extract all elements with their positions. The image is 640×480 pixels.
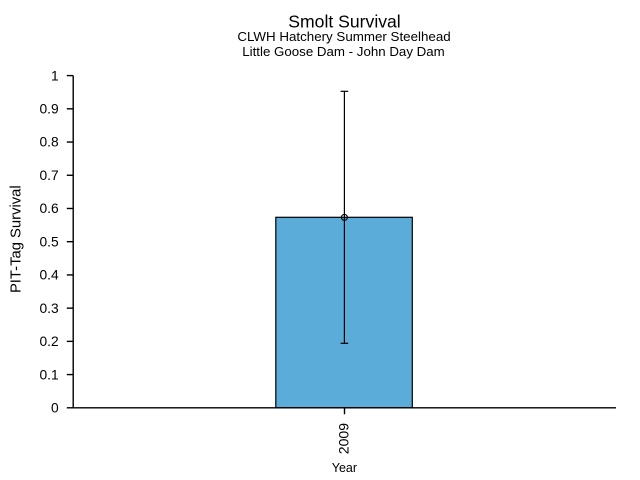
- svg-text:0.9: 0.9: [40, 102, 60, 117]
- svg-text:2009: 2009: [336, 423, 352, 454]
- svg-text:0: 0: [51, 401, 59, 416]
- svg-text:1: 1: [51, 68, 59, 83]
- svg-text:Little Goose Dam - John Day Da: Little Goose Dam - John Day Dam: [242, 44, 445, 59]
- svg-text:0.5: 0.5: [40, 234, 60, 249]
- svg-text:0.6: 0.6: [40, 201, 60, 216]
- svg-text:PIT-Tag Survival: PIT-Tag Survival: [8, 185, 24, 293]
- svg-text:Year: Year: [332, 461, 357, 475]
- svg-text:0.2: 0.2: [40, 334, 59, 349]
- svg-text:0.7: 0.7: [40, 168, 59, 183]
- svg-text:0.4: 0.4: [40, 268, 60, 283]
- svg-text:Smolt Survival: Smolt Survival: [288, 12, 400, 32]
- svg-text:CLWH Hatchery Summer Steelhead: CLWH Hatchery Summer Steelhead: [237, 29, 450, 44]
- svg-text:0.8: 0.8: [40, 135, 60, 150]
- svg-text:0.3: 0.3: [40, 301, 60, 316]
- svg-text:0.1: 0.1: [40, 367, 59, 382]
